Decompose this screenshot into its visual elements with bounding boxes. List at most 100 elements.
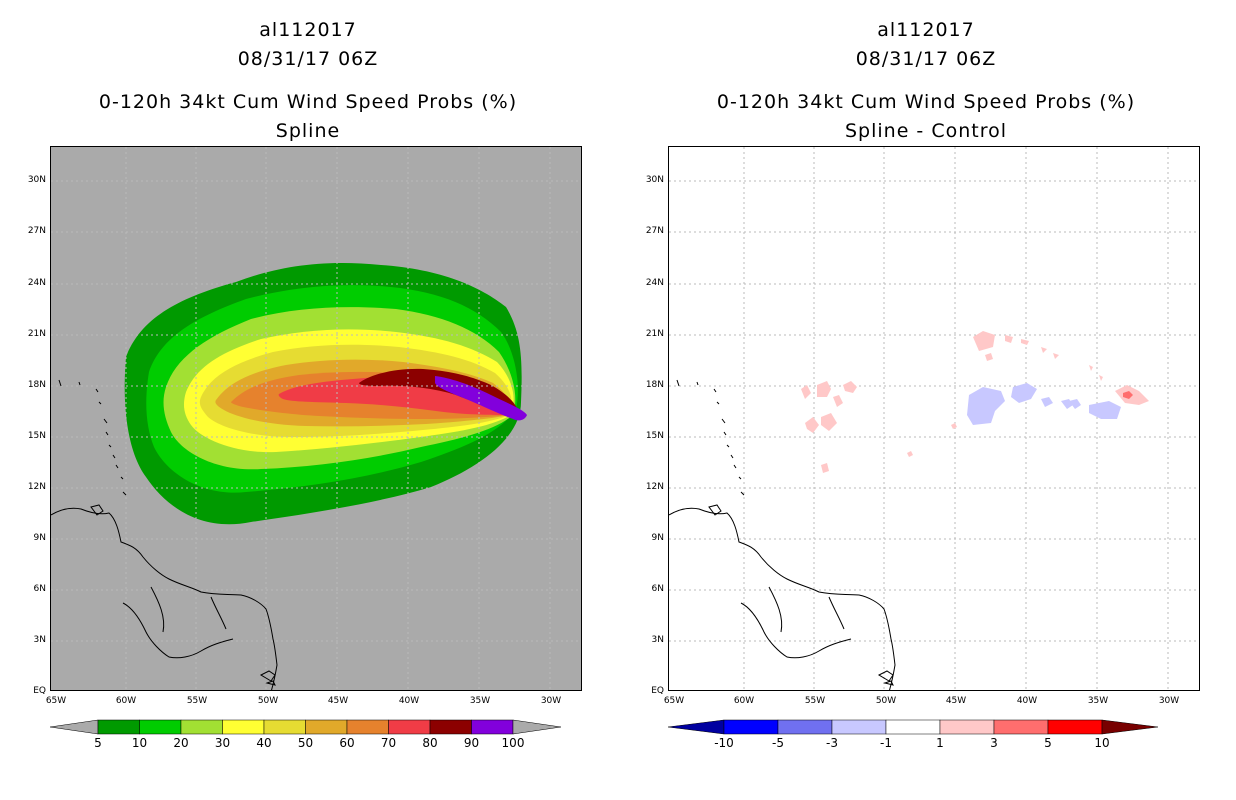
left-colorbar-swatch	[429, 719, 472, 735]
right-lat-label-24N: 24N	[645, 278, 664, 288]
diff-pos-patch	[907, 451, 913, 457]
left-lon-label-50W: 50W	[257, 696, 279, 706]
left-colorbar-label: 5	[94, 736, 102, 750]
right-colorbar-swatch	[1047, 719, 1103, 735]
right-colorbar-label: 5	[1044, 736, 1052, 750]
left-lat-label-12N: 12N	[27, 482, 46, 492]
right-colorbar-swatch	[885, 719, 941, 735]
left-colorbar-swatch	[346, 719, 389, 735]
right-lat-label-30N: 30N	[645, 175, 664, 185]
left-map-svg	[51, 147, 581, 690]
diff-pos-patch	[985, 353, 993, 361]
right-lat-label-12N: 12N	[645, 482, 664, 492]
left-colorbar-swatch	[305, 719, 348, 735]
left-colorbar-swatch	[222, 719, 265, 735]
left-lat-label-15N: 15N	[27, 431, 46, 441]
right-storm-id: al112017	[877, 19, 975, 41]
left-colorbar-label: 20	[173, 736, 189, 750]
diff-pos-patch	[1053, 353, 1059, 359]
guyana-border	[768, 586, 783, 633]
left-colorbar-swatch	[263, 719, 306, 735]
right-colorbar-swatch	[777, 719, 833, 735]
left-colorbar-swatch	[388, 719, 431, 735]
right-map-background	[669, 147, 1199, 690]
left-probability-field	[124, 262, 527, 525]
left-lon-label-65W: 65W	[45, 696, 67, 706]
island-chain	[58, 379, 127, 496]
trinidad-coast	[708, 504, 722, 516]
right-colorbar-swatch	[723, 719, 779, 735]
left-colorbar-swatch	[97, 719, 140, 735]
left-variant-title: Spline	[275, 120, 341, 142]
left-lat-label-EQ: EQ	[33, 686, 46, 696]
left-colorbar-label: 70	[380, 736, 397, 750]
left-colorbar-swatch	[471, 719, 514, 735]
right-colorbar-label: -5	[772, 736, 784, 750]
left-lon-label-40W: 40W	[398, 696, 420, 706]
left-colorbar-under-triangle	[50, 719, 99, 735]
suriname-border	[210, 596, 227, 630]
diff-pos-core	[1123, 391, 1133, 399]
left-lon-label-55W: 55W	[186, 696, 208, 706]
island-chain	[676, 379, 745, 496]
right-lat-label-18N: 18N	[645, 380, 664, 390]
left-coastlines	[51, 379, 278, 690]
south-america-interior	[740, 602, 852, 659]
diff-pos-patch	[951, 423, 957, 429]
left-lon-label-35W: 35W	[469, 696, 491, 706]
diff-neg-patch	[1011, 383, 1037, 403]
prob-band-90	[435, 376, 527, 421]
left-colorbar-swatch	[139, 719, 182, 735]
left-colorbar-label: 60	[339, 736, 355, 750]
right-colorbar-swatch	[831, 719, 887, 735]
right-lat-label-EQ: EQ	[651, 686, 664, 696]
right-coastlines	[669, 379, 896, 690]
left-colorbar-label: 30	[214, 736, 231, 750]
diff-pos-patch	[805, 417, 819, 433]
left-colorbar-label: 10	[131, 736, 148, 750]
left-colorbar-svg	[50, 719, 562, 735]
right-colorbar-swatch	[939, 719, 995, 735]
south-america-coast	[51, 507, 278, 690]
left-lat-label-30N: 30N	[27, 175, 46, 185]
diff-pos-patch	[973, 331, 995, 351]
right-lon-label-45W: 45W	[945, 696, 967, 706]
left-lat-label-24N: 24N	[27, 278, 46, 288]
left-grid	[51, 147, 581, 690]
right-map-svg	[669, 147, 1199, 690]
diff-neg-patch	[967, 387, 1005, 425]
left-colorbar-label: 40	[256, 736, 272, 750]
right-grid	[669, 147, 1199, 690]
left-product-title: 0-120h 34kt Cum Wind Speed Probs (%)	[98, 91, 518, 113]
right-lon-label-50W: 50W	[875, 696, 897, 706]
south-america-interior	[122, 602, 234, 659]
diff-pos-patch	[843, 381, 857, 393]
diff-pos-patch	[1089, 365, 1093, 371]
diff-pos-patch	[821, 413, 837, 431]
right-lat-label-3N: 3N	[651, 635, 664, 645]
left-storm-id: al112017	[259, 19, 357, 41]
difference-field	[801, 331, 1149, 473]
right-colorbar-over-triangle	[1101, 719, 1159, 735]
left-lat-label-21N: 21N	[27, 329, 46, 339]
diff-pos-patch	[817, 381, 831, 397]
right-colorbar-svg	[668, 719, 1159, 735]
right-lon-label-55W: 55W	[804, 696, 826, 706]
left-lon-label-60W: 60W	[115, 696, 137, 706]
suriname-border	[828, 596, 845, 630]
diff-pos-patch	[1021, 339, 1029, 345]
right-lon-label-60W: 60W	[733, 696, 755, 706]
right-colorbar-label: 10	[1094, 736, 1110, 750]
right-product-title: 0-120h 34kt Cum Wind Speed Probs (%)	[716, 91, 1136, 113]
left-colorbar-over-triangle	[512, 719, 562, 735]
right-lat-label-15N: 15N	[645, 431, 664, 441]
right-colorbar-label: -10	[714, 736, 734, 750]
right-colorbar-label: -1	[880, 736, 892, 750]
diff-pos-patch	[1041, 347, 1047, 353]
right-lon-label-40W: 40W	[1016, 696, 1038, 706]
right-datetime: 08/31/17 06Z	[855, 48, 997, 70]
left-lon-label-45W: 45W	[327, 696, 349, 706]
right-colorbar-label: -3	[826, 736, 838, 750]
left-lat-label-6N: 6N	[33, 584, 46, 594]
south-america-coast	[669, 507, 896, 690]
